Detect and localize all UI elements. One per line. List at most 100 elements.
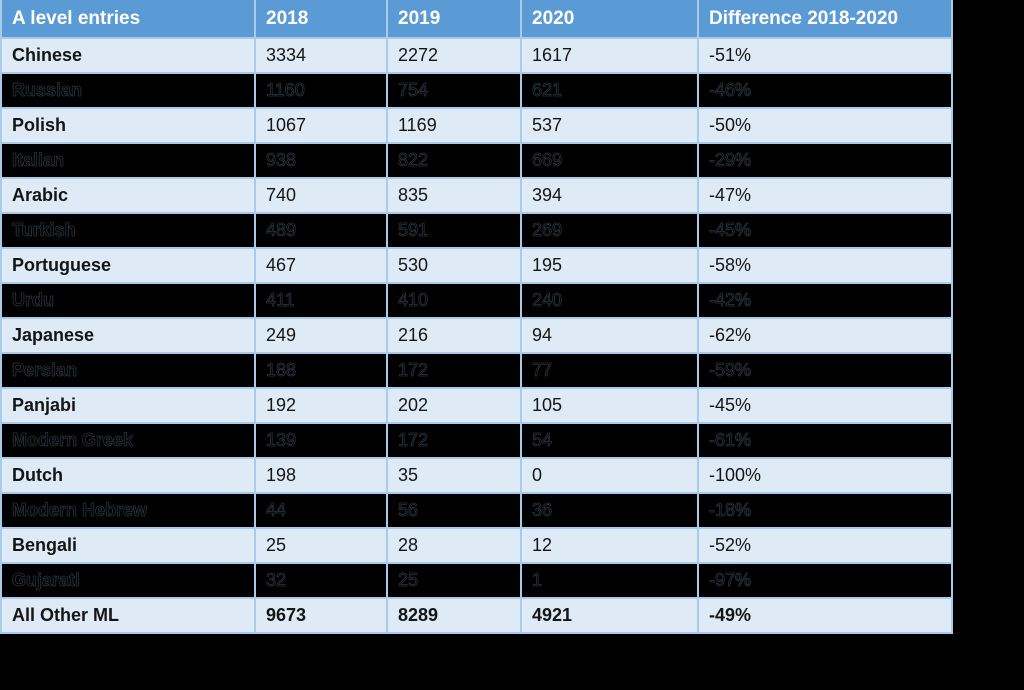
cell-language: Turkish (0, 212, 256, 249)
header-row: A level entries 2018 2019 2020 Differenc… (0, 0, 953, 39)
cell-language: Arabic (0, 177, 256, 214)
table-row: Urdu 411 410 240 -42% (0, 282, 953, 319)
cell-diff: -50% (697, 107, 953, 144)
cell-y2019: 56 (386, 492, 522, 529)
cell-y2020: 105 (520, 387, 699, 424)
cell-language: Italian (0, 142, 256, 179)
cell-y2018: 25 (254, 527, 388, 564)
cell-language: Bengali (0, 527, 256, 564)
table-row: Turkish 489 591 269 -45% (0, 212, 953, 249)
cell-y2018: 489 (254, 212, 388, 249)
cell-y2018: 9673 (254, 597, 388, 634)
cell-y2019: 216 (386, 317, 522, 354)
cell-y2020: 537 (520, 107, 699, 144)
cell-y2020: 621 (520, 72, 699, 109)
cell-language: Gujarati (0, 562, 256, 599)
cell-language: Portuguese (0, 247, 256, 284)
cell-diff: -97% (697, 562, 953, 599)
table-row: Italian 938 822 669 -29% (0, 142, 953, 179)
cell-y2020: 77 (520, 352, 699, 389)
cell-y2019: 35 (386, 457, 522, 494)
cell-language: Panjabi (0, 387, 256, 424)
cell-diff: -58% (697, 247, 953, 284)
cell-y2018: 198 (254, 457, 388, 494)
cell-diff: -61% (697, 422, 953, 459)
table-row: Portuguese 467 530 195 -58% (0, 247, 953, 284)
cell-y2020: 4921 (520, 597, 699, 634)
cell-y2020: 36 (520, 492, 699, 529)
table-row: Dutch 198 35 0 -100% (0, 457, 953, 494)
cell-y2018: 32 (254, 562, 388, 599)
table-row: Russian 1160 754 621 -46% (0, 72, 953, 109)
cell-y2018: 249 (254, 317, 388, 354)
cell-diff: -18% (697, 492, 953, 529)
cell-y2020: 1 (520, 562, 699, 599)
cell-y2018: 740 (254, 177, 388, 214)
cell-y2020: 394 (520, 177, 699, 214)
cell-y2018: 1067 (254, 107, 388, 144)
cell-y2019: 172 (386, 422, 522, 459)
cell-y2020: 1617 (520, 37, 699, 74)
cell-y2020: 12 (520, 527, 699, 564)
cell-y2018: 44 (254, 492, 388, 529)
cell-language: Russian (0, 72, 256, 109)
cell-y2019: 8289 (386, 597, 522, 634)
table-row: All Other ML 9673 8289 4921 -49% (0, 597, 953, 634)
cell-language: Chinese (0, 37, 256, 74)
cell-y2019: 591 (386, 212, 522, 249)
cell-diff: -59% (697, 352, 953, 389)
cell-y2018: 411 (254, 282, 388, 319)
cell-y2019: 1169 (386, 107, 522, 144)
cell-y2020: 0 (520, 457, 699, 494)
cell-y2020: 240 (520, 282, 699, 319)
cell-y2018: 188 (254, 352, 388, 389)
cell-y2019: 202 (386, 387, 522, 424)
cell-y2019: 822 (386, 142, 522, 179)
table-row: Modern Hebrew 44 56 36 -18% (0, 492, 953, 529)
cell-language: Persian (0, 352, 256, 389)
cell-y2020: 94 (520, 317, 699, 354)
cell-y2020: 669 (520, 142, 699, 179)
cell-language: Dutch (0, 457, 256, 494)
col-header-a-level-entries: A level entries (0, 0, 256, 39)
cell-language: Japanese (0, 317, 256, 354)
cell-y2019: 172 (386, 352, 522, 389)
table-row: Modern Greek 139 172 54 -61% (0, 422, 953, 459)
cell-y2018: 192 (254, 387, 388, 424)
cell-y2019: 835 (386, 177, 522, 214)
cell-diff: -29% (697, 142, 953, 179)
cell-diff: -62% (697, 317, 953, 354)
table-row: Japanese 249 216 94 -62% (0, 317, 953, 354)
cell-diff: -52% (697, 527, 953, 564)
cell-diff: -49% (697, 597, 953, 634)
cell-y2020: 195 (520, 247, 699, 284)
cell-y2019: 28 (386, 527, 522, 564)
cell-diff: -51% (697, 37, 953, 74)
cell-y2019: 530 (386, 247, 522, 284)
cell-y2018: 467 (254, 247, 388, 284)
cell-language: All Other ML (0, 597, 256, 634)
cell-y2020: 269 (520, 212, 699, 249)
cell-y2018: 3334 (254, 37, 388, 74)
table-row: Bengali 25 28 12 -52% (0, 527, 953, 564)
cell-diff: -45% (697, 212, 953, 249)
col-header-2018: 2018 (254, 0, 388, 39)
cell-diff: -46% (697, 72, 953, 109)
cell-y2020: 54 (520, 422, 699, 459)
cell-diff: -42% (697, 282, 953, 319)
cell-language: Polish (0, 107, 256, 144)
cell-diff: -45% (697, 387, 953, 424)
table-row: Panjabi 192 202 105 -45% (0, 387, 953, 424)
cell-y2018: 139 (254, 422, 388, 459)
col-header-2020: 2020 (520, 0, 699, 39)
col-header-2019: 2019 (386, 0, 522, 39)
cell-y2019: 754 (386, 72, 522, 109)
cell-y2019: 2272 (386, 37, 522, 74)
cell-y2018: 938 (254, 142, 388, 179)
cell-language: Modern Hebrew (0, 492, 256, 529)
a-level-entries-table: A level entries 2018 2019 2020 Differenc… (0, 0, 953, 634)
cell-language: Modern Greek (0, 422, 256, 459)
col-header-difference-2018-2020: Difference 2018-2020 (697, 0, 953, 39)
cell-y2019: 25 (386, 562, 522, 599)
table-row: Chinese 3334 2272 1617 -51% (0, 37, 953, 74)
